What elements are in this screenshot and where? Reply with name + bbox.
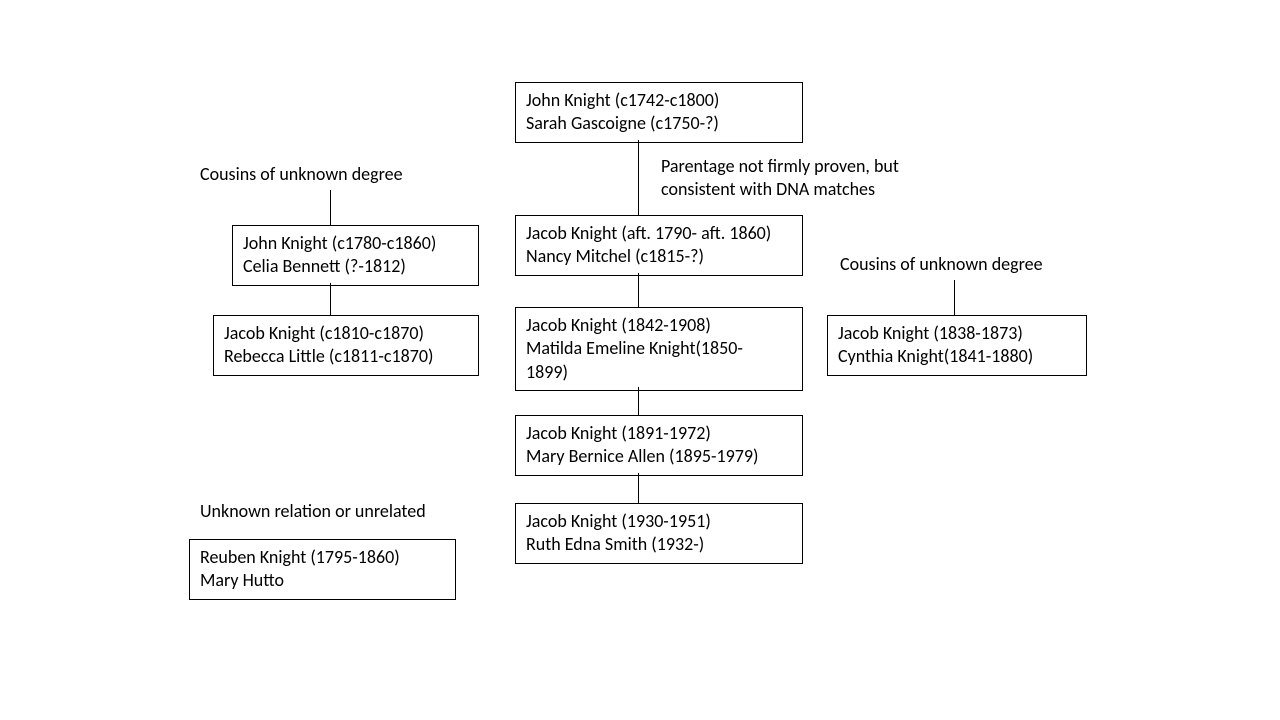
- connector-gen1-gen2: [638, 140, 639, 215]
- node-gen5-line1: Jacob Knight (1930-1951): [526, 510, 792, 533]
- node-gen3: Jacob Knight (1842-1908) Matilda Emeline…: [515, 307, 803, 391]
- label-dna-note-line2: consistent with DNA matches: [661, 178, 899, 201]
- connector-right-label-cousin: [954, 280, 955, 315]
- node-gen2-line2: Nancy Mitchel (c1815-?): [526, 245, 792, 268]
- node-gen1-line1: John Knight (c1742-c1800): [526, 89, 792, 112]
- node-gen2: Jacob Knight (aft. 1790- aft. 1860) Nanc…: [515, 215, 803, 276]
- connector-left-label-cousin1: [330, 190, 331, 225]
- connector-gen3-gen4: [638, 387, 639, 415]
- node-gen2-line1: Jacob Knight (aft. 1790- aft. 1860): [526, 222, 792, 245]
- node-gen3-line3: 1899): [526, 361, 792, 384]
- node-left-cousin2-line1: Jacob Knight (c1810-c1870): [224, 322, 468, 345]
- node-gen3-line1: Jacob Knight (1842-1908): [526, 314, 792, 337]
- node-gen4-line1: Jacob Knight (1891-1972): [526, 422, 792, 445]
- connector-gen2-gen3: [638, 273, 639, 307]
- node-unrelated: Reuben Knight (1795-1860) Mary Hutto: [189, 539, 456, 600]
- node-gen4-line2: Mary Bernice Allen (1895-1979): [526, 445, 792, 468]
- node-unrelated-line1: Reuben Knight (1795-1860): [200, 546, 445, 569]
- node-gen5: Jacob Knight (1930-1951) Ruth Edna Smith…: [515, 503, 803, 564]
- node-gen1-line2: Sarah Gascoigne (c1750-?): [526, 112, 792, 135]
- node-unrelated-line2: Mary Hutto: [200, 569, 445, 592]
- connector-left-cousin1-cousin2: [330, 283, 331, 315]
- node-left-cousin2-line2: Rebecca Little (c1811-c1870): [224, 345, 468, 368]
- label-left-cousins: Cousins of unknown degree: [200, 163, 403, 186]
- label-dna-note-line1: Parentage not firmly proven, but: [661, 155, 899, 178]
- node-right-cousin-line2: Cynthia Knight(1841-1880): [838, 345, 1076, 368]
- label-unrelated: Unknown relation or unrelated: [200, 500, 426, 523]
- label-dna-note: Parentage not firmly proven, but consist…: [661, 155, 899, 202]
- node-left-cousin2: Jacob Knight (c1810-c1870) Rebecca Littl…: [213, 315, 479, 376]
- node-left-cousin1: John Knight (c1780-c1860) Celia Bennett …: [232, 225, 479, 286]
- connector-gen4-gen5: [638, 473, 639, 503]
- label-right-cousins: Cousins of unknown degree: [840, 253, 1043, 276]
- node-gen4: Jacob Knight (1891-1972) Mary Bernice Al…: [515, 415, 803, 476]
- node-gen3-line2: Matilda Emeline Knight(1850-: [526, 337, 792, 360]
- node-left-cousin1-line2: Celia Bennett (?-1812): [243, 255, 468, 278]
- node-gen1: John Knight (c1742-c1800) Sarah Gascoign…: [515, 82, 803, 143]
- node-right-cousin-line1: Jacob Knight (1838-1873): [838, 322, 1076, 345]
- node-right-cousin: Jacob Knight (1838-1873) Cynthia Knight(…: [827, 315, 1087, 376]
- node-left-cousin1-line1: John Knight (c1780-c1860): [243, 232, 468, 255]
- node-gen5-line2: Ruth Edna Smith (1932-): [526, 533, 792, 556]
